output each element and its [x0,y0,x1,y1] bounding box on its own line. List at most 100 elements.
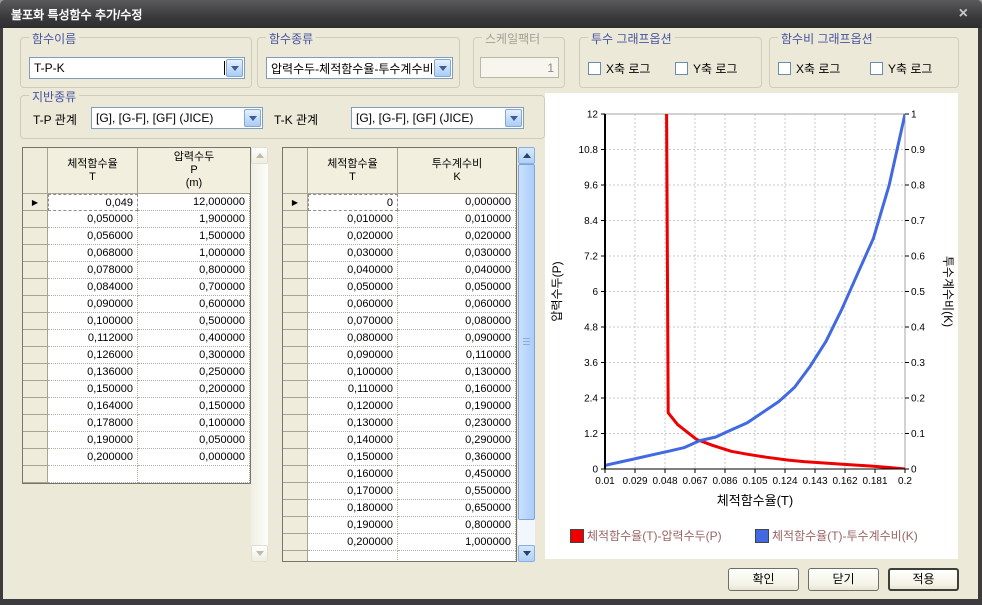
row-marker-icon[interactable]: ▶ [283,194,308,211]
column-header[interactable]: 투수계수비 K [398,148,516,194]
table-cell[interactable]: 0,070000 [308,313,398,330]
table-row[interactable]: 0,140000 0,290000 [283,432,516,449]
table-cell[interactable]: 1,900000 [138,211,250,228]
table-cell[interactable]: 0,360000 [398,449,516,466]
row-header[interactable] [283,500,308,517]
row-header[interactable] [23,245,48,262]
row-header[interactable] [283,398,308,415]
table-row[interactable]: 0,136000 0,250000 [23,364,250,381]
table-row[interactable]: 0,080000 0,090000 [283,330,516,347]
table-cell[interactable]: 0,150000 [138,398,250,415]
table-row[interactable]: 0,178000 0,100000 [23,415,250,432]
table-cell[interactable]: 0,100000 [138,415,250,432]
table-cell[interactable]: 0,200000 [308,534,398,551]
row-header[interactable] [23,211,48,228]
table-row[interactable]: 0,100000 0,130000 [283,364,516,381]
table-cell[interactable]: 0,100000 [308,364,398,381]
row-header[interactable] [283,262,308,279]
titlebar[interactable]: 불포화 특성함수 추가/수정 × [0,0,982,28]
table-row[interactable]: 0,090000 0,110000 [283,347,516,364]
table-row[interactable]: 0,078000 0,800000 [23,262,250,279]
table-row[interactable]: 0,050000 1,900000 [23,211,250,228]
row-header[interactable] [23,381,48,398]
tp-relation-combo[interactable]: [G], [G-F], [GF] (JICE) [91,107,263,129]
row-header[interactable] [283,245,308,262]
function-type-combo[interactable]: 압력수두-체적함수율-투수계수비 [266,57,453,79]
row-header[interactable] [283,296,308,313]
table-cell[interactable]: 0 [308,194,398,211]
table-cell[interactable]: 0,068000 [48,245,138,262]
chevron-up-icon[interactable] [518,147,535,164]
tp-table-grid[interactable]: 체적함수율 T 압력수두 P (m) ▶ 0,049 12,000000 0,050000… [22,147,251,484]
table-cell[interactable]: 0,080000 [398,313,516,330]
row-header[interactable] [23,313,48,330]
table-cell[interactable]: 0,190000 [48,432,138,449]
table-cell[interactable]: 0,060000 [308,296,398,313]
table-cell[interactable]: 0,030000 [308,245,398,262]
chevron-up-icon[interactable] [251,147,268,164]
table-cell[interactable]: 0,040000 [308,262,398,279]
row-header[interactable] [23,398,48,415]
table-row[interactable]: 0,120000 0,190000 [283,398,516,415]
table-cell[interactable] [48,466,138,483]
chevron-down-icon[interactable] [226,59,243,77]
table-cell[interactable]: 0,110000 [398,347,516,364]
row-header[interactable] [23,449,48,466]
table-cell[interactable]: 0,112000 [48,330,138,347]
close-button[interactable]: 닫기 [808,568,879,591]
table-row[interactable]: 0,084000 0,700000 [23,279,250,296]
table-cell[interactable]: 0,300000 [138,347,250,364]
table-cell[interactable]: 0,500000 [138,313,250,330]
perm-xlog-checkbox[interactable] [588,62,601,75]
table-cell[interactable]: 0,020000 [308,228,398,245]
table-cell[interactable] [138,466,250,483]
table-cell[interactable]: 0,164000 [48,398,138,415]
row-header[interactable] [283,517,308,534]
table-cell[interactable]: 0,000000 [138,449,250,466]
table-row[interactable]: 0,110000 0,160000 [283,381,516,398]
row-header[interactable] [283,279,308,296]
function-name-combo[interactable]: T-P-K [29,57,245,79]
row-header[interactable] [283,534,308,551]
table-cell[interactable]: 0,290000 [398,432,516,449]
row-marker-icon[interactable]: ▶ [23,194,48,211]
row-header[interactable] [23,296,48,313]
table-cell[interactable]: 1,500000 [138,228,250,245]
table-cell[interactable]: 0,160000 [308,466,398,483]
row-header[interactable] [23,330,48,347]
table-cell[interactable]: 0,080000 [308,330,398,347]
table-row[interactable]: 0,040000 0,040000 [283,262,516,279]
table-cell[interactable]: 0,090000 [398,330,516,347]
tp-scroll-track[interactable] [251,164,268,545]
table-cell[interactable]: 0,084000 [48,279,138,296]
chevron-down-icon[interactable] [505,109,522,127]
table-row[interactable]: 0,090000 0,600000 [23,296,250,313]
table-row[interactable]: 0,050000 0,050000 [283,279,516,296]
table-cell[interactable]: 0,200000 [138,381,250,398]
table-row[interactable]: 0,150000 0,200000 [23,381,250,398]
row-header[interactable] [23,279,48,296]
table-cell[interactable] [308,551,398,561]
chevron-down-icon[interactable] [434,59,451,77]
row-header[interactable] [23,466,48,483]
tp-table-scrollbar[interactable] [251,147,268,562]
table-cell[interactable]: 0,110000 [308,381,398,398]
table-row[interactable]: ▶ 0 0,000000 [283,194,516,211]
table-cell[interactable]: 0,200000 [48,449,138,466]
row-header[interactable] [23,415,48,432]
row-header[interactable] [283,211,308,228]
tk-relation-combo[interactable]: [G], [G-F], [GF] (JICE) [351,107,524,129]
chevron-down-icon[interactable] [518,545,535,562]
row-header[interactable] [283,551,308,561]
row-header[interactable] [23,228,48,245]
close-icon[interactable]: × [958,5,968,22]
table-cell[interactable]: 0,150000 [308,449,398,466]
table-cell[interactable]: 0,178000 [48,415,138,432]
table-cell[interactable]: 0,170000 [308,483,398,500]
table-row[interactable]: 0,200000 1,000000 [283,534,516,551]
table-new-row[interactable] [283,551,516,561]
table-cell[interactable]: 0,450000 [398,466,516,483]
table-cell[interactable] [138,483,250,484]
table-cell[interactable]: 0,130000 [308,415,398,432]
table-cell[interactable]: 0,136000 [48,364,138,381]
